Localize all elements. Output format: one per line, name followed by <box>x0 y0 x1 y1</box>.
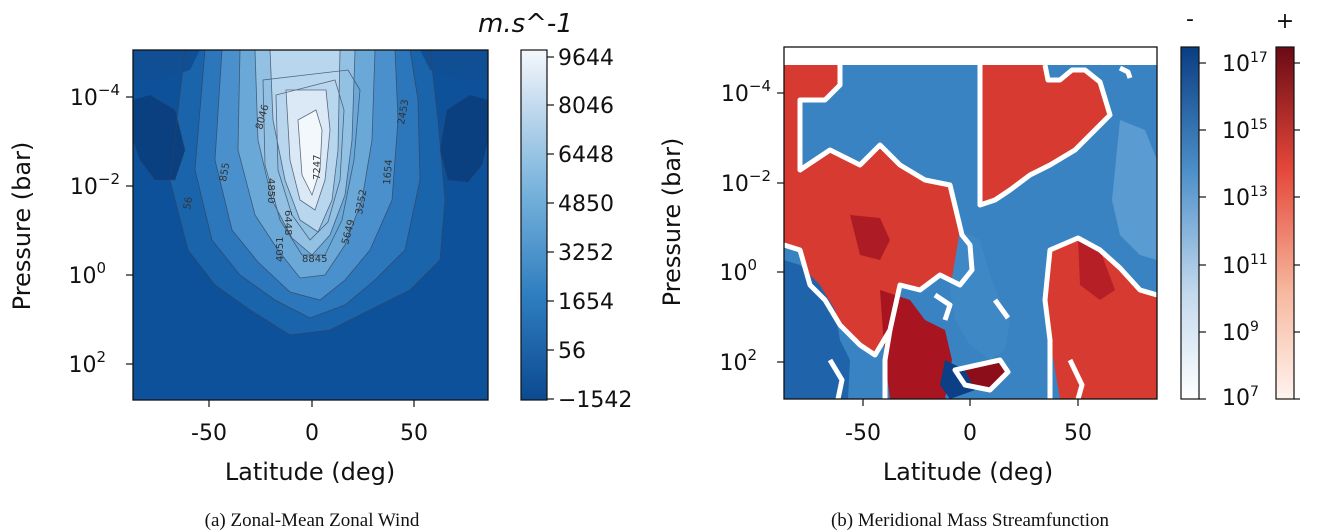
y-axis-label: Pressure (bar) <box>658 138 686 307</box>
x-tick-label: 50 <box>400 421 428 446</box>
y-tick-exponent: −2 <box>749 167 771 185</box>
y-axis-label: Pressure (bar) <box>8 142 36 311</box>
colorbar-tick-label: 1015 <box>1222 117 1268 144</box>
y-tick-exponent: 2 <box>96 348 106 366</box>
contour-label: 7247 <box>312 155 323 180</box>
panel-b-tick-marks <box>777 92 1079 406</box>
panel-b-contour-field <box>784 47 1157 399</box>
contour-label: 4850 <box>265 178 276 203</box>
colorbar-tick-label: 109 <box>1222 319 1259 346</box>
colorbar-tick-label: 107 <box>1222 384 1259 411</box>
y-tick-label: 10−4 <box>721 77 771 107</box>
caption-b: (b) Meridional Mass Streamfunction <box>831 510 1110 531</box>
y-tick-label: 10−4 <box>70 81 120 111</box>
contour-label: 3252 <box>354 189 369 216</box>
panel-a-tick-marks <box>126 96 415 407</box>
panel-a-axes-frame <box>132 49 489 401</box>
panel-a: 8046 4850 6448 7247 855 56 1654 2453 325… <box>8 9 632 531</box>
contour-label: 1654 <box>382 159 395 185</box>
contour-label: 4051 <box>275 237 286 262</box>
colorbar-negative-label: - <box>1186 7 1194 32</box>
colorbar-tick-label: 56 <box>558 339 586 364</box>
colorbar-tick-exponent: 7 <box>1250 384 1259 400</box>
panel-b-colorbar-positive: + <box>1275 9 1300 400</box>
colorbar-tick-exponent: 15 <box>1250 117 1268 133</box>
contour-label: 6448 <box>282 210 293 235</box>
y-tick-label: 10−2 <box>70 170 120 200</box>
contour-label: 8845 <box>302 254 327 265</box>
contour-label: 56 <box>182 196 195 210</box>
colorbar-tick-label: 4850 <box>558 192 614 217</box>
y-tick-label: 100 <box>719 256 757 286</box>
y-tick-exponent: −4 <box>749 77 771 95</box>
colorbar-tick-label: 1017 <box>1222 50 1268 77</box>
panel-a-contour-labels: 8046 4850 6448 7247 855 56 1654 2453 325… <box>182 99 411 265</box>
y-tick-label: 102 <box>68 348 106 378</box>
y-tick-exponent: 2 <box>747 346 757 364</box>
y-tick-label: 10−2 <box>721 167 771 197</box>
colorbar-tick-exponent: 9 <box>1250 319 1259 335</box>
colorbar-positive-label: + <box>1276 9 1294 34</box>
colorbar-tick-label: 3252 <box>558 241 614 266</box>
panel-b-colorbar-negative: - 1017 1015 1013 1011 109 107 <box>1180 7 1268 411</box>
contour-label: 855 <box>218 162 232 183</box>
y-tick-label: 100 <box>68 259 106 289</box>
y-tick-exponent: 0 <box>96 259 106 277</box>
caption-a: (a) Zonal-Mean Zonal Wind <box>205 510 420 531</box>
colorbar-tick-label: 1013 <box>1222 184 1268 211</box>
y-tick-exponent: 0 <box>747 256 757 274</box>
colorbar-tick-label: 1011 <box>1222 252 1268 279</box>
panel-b: -50 0 50 10−4 10−2 100 102 Latitude (deg… <box>658 7 1300 531</box>
x-tick-label: -50 <box>191 421 227 446</box>
panel-a-contour-field: 8046 4850 6448 7247 855 56 1654 2453 325… <box>133 50 488 400</box>
x-tick-label: 0 <box>305 421 319 446</box>
colorbar-tick-exponent: 11 <box>1250 252 1268 268</box>
colorbar-tick-label: 9644 <box>558 46 614 71</box>
x-axis-label: Latitude (deg) <box>225 458 395 486</box>
colorbar-tick-exponent: 17 <box>1250 50 1268 66</box>
colorbar-tick-label: 6448 <box>558 143 614 168</box>
y-tick-exponent: −2 <box>98 170 120 188</box>
colorbar-tick-label: −1542 <box>558 388 632 413</box>
y-tick-label: 102 <box>719 346 757 376</box>
panel-a-colorbar: 9644 8046 6448 4850 3252 1654 56 −1542 m… <box>478 9 632 413</box>
colorbar-unit: m.s^-1 <box>478 9 573 39</box>
colorbar-tick-label: 8046 <box>558 94 614 119</box>
x-axis-label: Latitude (deg) <box>883 458 1053 486</box>
colorbar-tick-label: 1654 <box>558 290 614 315</box>
contour-label: 2453 <box>396 99 411 126</box>
colorbar-tick-exponent: 13 <box>1250 184 1268 200</box>
x-tick-label: 0 <box>963 421 977 446</box>
x-tick-label: 50 <box>1064 421 1092 446</box>
y-tick-exponent: −4 <box>98 81 120 99</box>
x-tick-label: -50 <box>845 421 881 446</box>
